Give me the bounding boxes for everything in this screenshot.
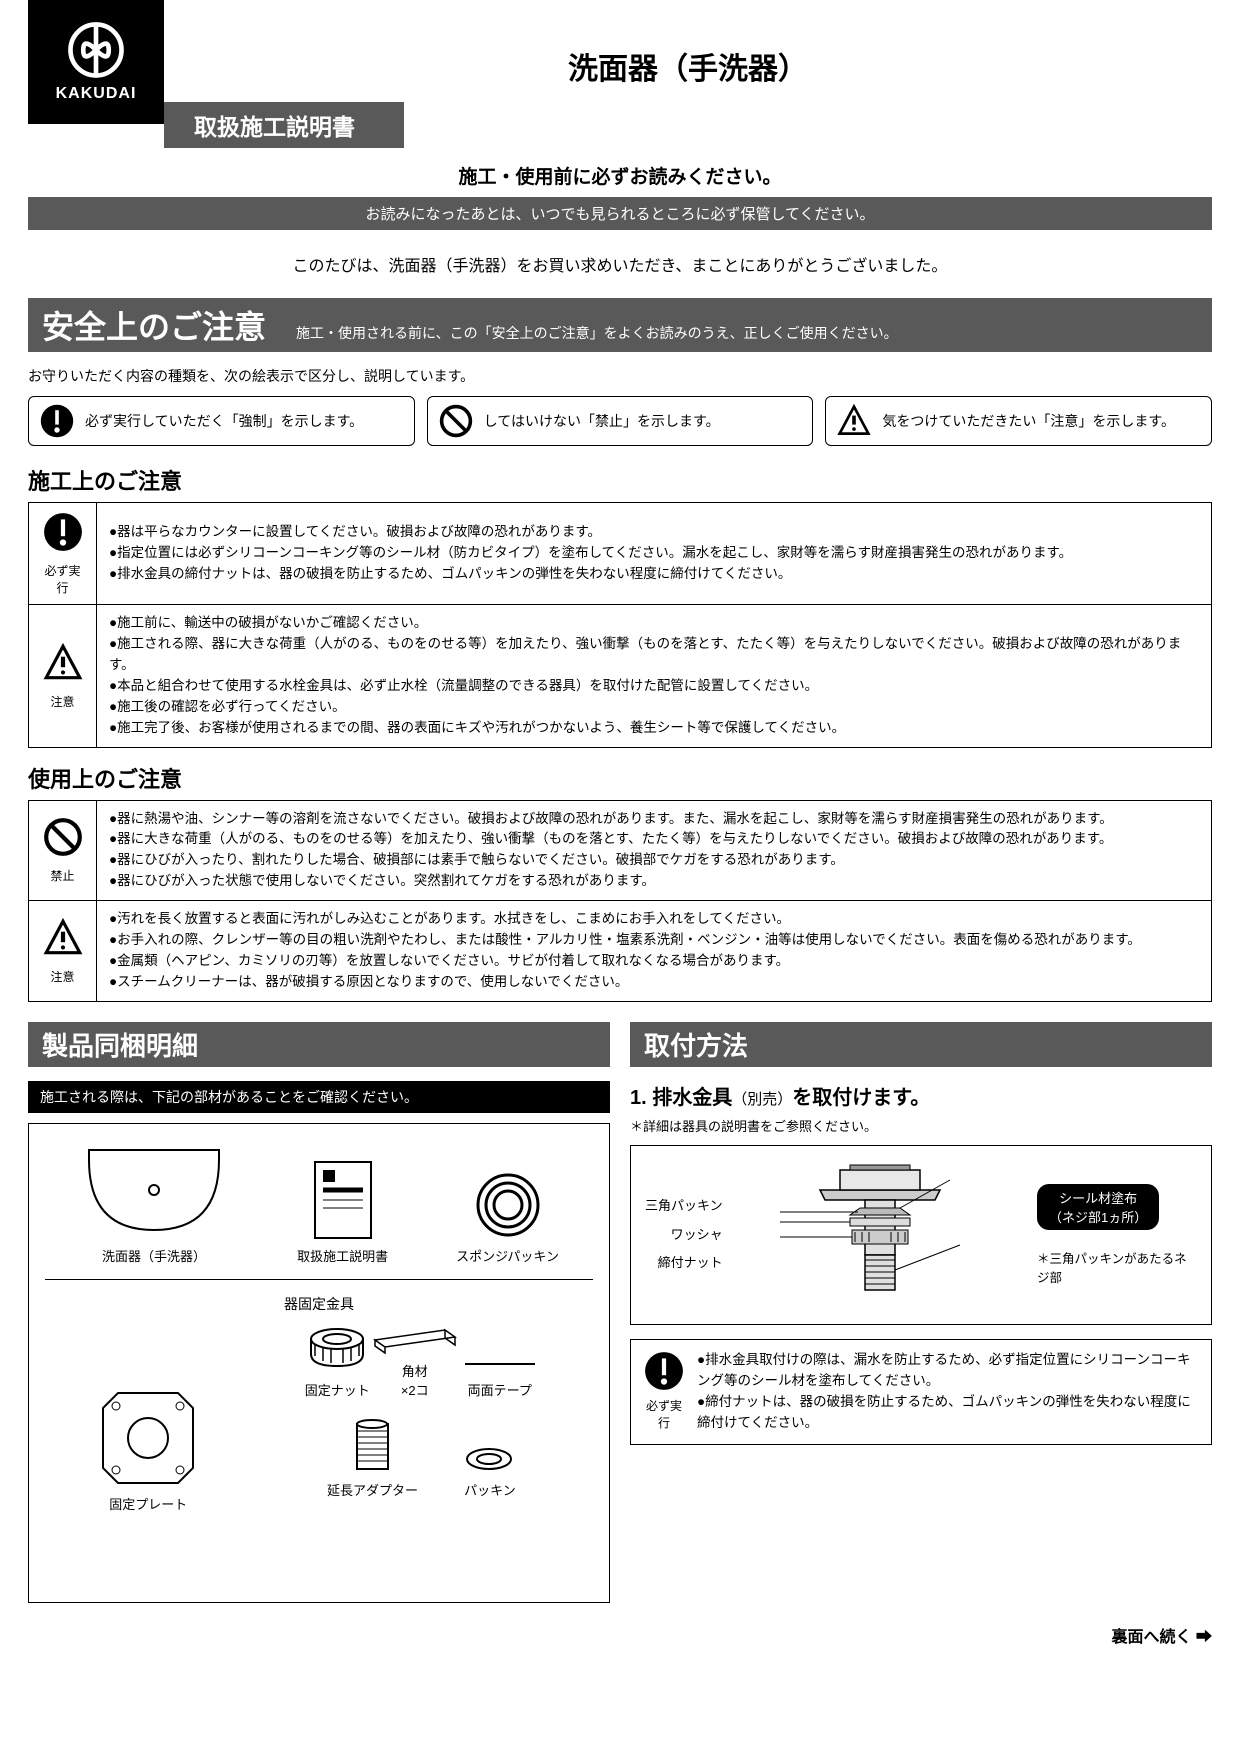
manual-title: 取扱施工説明書 (164, 102, 404, 148)
drain-drawing (780, 1160, 980, 1310)
caution-icon (42, 642, 84, 684)
prohibit-icon (438, 403, 474, 439)
part-nut: 固定ナット (305, 1324, 370, 1399)
parts-box: 洗面器（手洗器） 取扱施工説明書 スポンジパッキン 器固定金具 (28, 1123, 610, 1603)
part-tape: 両面テープ (460, 1354, 540, 1399)
step1-caution-list: 排水金具取付けの際は、漏水を防止するため、必ず指定位置にシリコーンコーキング等の… (697, 1350, 1199, 1434)
safety-heading-bar: 安全上のご注意 施工・使用される前に、この「安全上のご注意」をよくお読みのうえ、… (28, 298, 1212, 352)
legend-mandatory: 必ず実行していただく「強制」を示します。 (28, 396, 415, 446)
part-basin: 洗面器（手洗器） (79, 1140, 229, 1265)
safety-sub: 施工・使用される前に、この「安全上のご注意」をよくお読みのうえ、正しくご使用くだ… (296, 323, 898, 343)
step1-caution: 必ず実行 排水金具取付けの際は、漏水を防止するため、必ず指定位置にシリコーンコー… (630, 1339, 1212, 1445)
part-sponge: スポンジパッキン (456, 1170, 559, 1265)
mandatory-icon (42, 511, 84, 553)
use-prohibit-cell: 禁止 (29, 800, 97, 901)
part-manual: 取扱施工説明書 (297, 1160, 388, 1265)
part-plate: 固定プレート (98, 1388, 198, 1513)
legend-mandatory-text: 必ず実行していただく「強制」を示します。 (85, 411, 363, 431)
safety-heading: 安全上のご注意 (42, 302, 266, 348)
step1-diagram: 三角パッキン ワッシャ 締付ナット (630, 1145, 1212, 1325)
kakudai-logo-icon (67, 21, 125, 79)
use-caution-cell: 注意 (29, 901, 97, 1002)
install-mandatory-list: 器は平らなカウンターに設置してください。破損および故障の恐れがあります。指定位置… (109, 522, 1199, 585)
mandatory-icon (39, 403, 75, 439)
subtitle: 施工・使用前に必ずお読みください。 (28, 162, 1212, 189)
method-section-heading: 取付方法 (630, 1022, 1212, 1067)
legend-caution-text: 気をつけていただきたい「注意」を示します。 (882, 411, 1175, 431)
brand-logo: KAKUDAI (28, 0, 164, 124)
legend-prohibit: してはいけない「禁止」を示します。 (427, 396, 814, 446)
use-caution-list: 汚れを長く放置すると表面に汚れがしみ込むことがあります。水拭きをし、こまめにお手… (109, 909, 1199, 993)
part-wood: 角材 ×2コ (370, 1325, 460, 1399)
install-mandatory-cell: 必ず実行 (29, 503, 97, 605)
thanks-message: このたびは、洗面器（手洗器）をお買い求めいただき、まことにありがとうございました… (28, 252, 1212, 276)
part-packing: パッキン (462, 1444, 517, 1499)
use-prohibit-list: 器に熱湯や油、シンナー等の溶剤を流さないでください。破損および故障の恐れがありま… (109, 809, 1199, 893)
brand-name: KAKUDAI (56, 85, 137, 103)
legend-prohibit-text: してはいけない「禁止」を示します。 (484, 411, 720, 431)
safety-intro: お守りいただく内容の種類を、次の絵表示で区分し、説明しています。 (28, 366, 1212, 386)
drain-right-labels: シール材塗布 （ネジ部1ヵ所） ＊三角パッキンがあたるネジ部 (1037, 1184, 1197, 1286)
bracket-heading: 器固定金具 (45, 1294, 593, 1314)
caution-icon (42, 917, 84, 959)
drain-labels: 三角パッキン ワッシャ 締付ナット (645, 1192, 723, 1278)
mandatory-icon (643, 1350, 685, 1392)
part-adapter: 延長アダプター (327, 1419, 418, 1499)
product-title: 洗面器（手洗器） (164, 0, 1212, 88)
use-heading: 使用上のご注意 (28, 762, 1212, 794)
page-footer: 裏面へ続く (28, 1623, 1212, 1647)
step1-note: ＊詳細は器具の説明書をご参照ください。 (630, 1116, 1212, 1135)
keep-notice: お読みになったあとは、いつでも見られるところに必ず保管してください。 (28, 197, 1212, 230)
step1-caution-icon: 必ず実行 (643, 1350, 685, 1431)
seal-callout: シール材塗布 （ネジ部1ヵ所） (1037, 1184, 1159, 1230)
caution-icon (836, 403, 872, 439)
parts-intro: 施工される際は、下記の部材があることをご確認ください。 (28, 1081, 610, 1113)
parts-section-heading: 製品同梱明細 (28, 1022, 610, 1067)
install-caution-cell: 注意 (29, 605, 97, 748)
use-table: 禁止 器に熱湯や油、シンナー等の溶剤を流さないでください。破損および故障の恐れが… (28, 800, 1212, 1002)
install-table: 必ず実行 器は平らなカウンターに設置してください。破損および故障の恐れがあります… (28, 502, 1212, 748)
install-caution-list: 施工前に、輸送中の破損がないかご確認ください。施工される際、器に大きな荷重（人が… (109, 613, 1199, 739)
legend-caution: 気をつけていただきたい「注意」を示します。 (825, 396, 1212, 446)
prohibit-icon (42, 816, 84, 858)
step1-title: 1. 排水金具（別売）を取付けます。 (630, 1081, 1212, 1110)
install-heading: 施工上のご注意 (28, 464, 1212, 496)
